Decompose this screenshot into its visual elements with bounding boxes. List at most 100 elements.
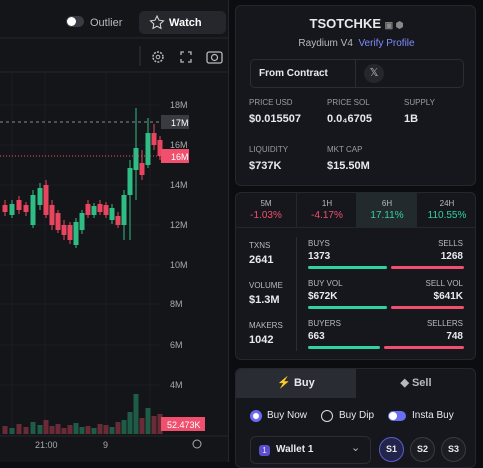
buy-tab-label: Buy — [293, 377, 315, 389]
volume-bar — [97, 424, 103, 434]
buy-label: BUYERS — [308, 319, 341, 328]
candle-body — [133, 148, 139, 170]
y-axis-label: 10M — [170, 260, 188, 270]
sell-tab-label: Sell — [411, 377, 432, 389]
volume-bar — [55, 424, 61, 434]
auto-scale-icon[interactable] — [192, 439, 202, 449]
volume-bar — [67, 425, 73, 434]
candle-body — [103, 205, 109, 215]
copy-icon[interactable]: ▣ ⬢ — [384, 20, 404, 30]
total-value: 1042 — [249, 334, 274, 346]
timeframe-tab[interactable]: 6H 17.11% — [356, 193, 416, 227]
y-axis-label: 6M — [170, 340, 183, 350]
candle-body — [55, 213, 61, 230]
volume-bar — [115, 422, 121, 434]
candle-body — [85, 204, 91, 215]
stat-label: PRICE SOL — [327, 98, 370, 107]
candle-body — [121, 195, 127, 225]
y-axis-label: 14M — [170, 180, 188, 190]
slot-button[interactable]: S3 — [441, 437, 466, 462]
buy-value: 663 — [308, 331, 325, 342]
buy-dip-radio[interactable] — [321, 410, 333, 422]
x-axis-label: 9 — [103, 440, 108, 450]
y-axis-label: 18M — [170, 100, 188, 110]
chart-panel: Outlier Watch 18M 16M 14M 12M 10M 8M 6M 4M 17M … — [0, 0, 229, 462]
buy-value: $672K — [308, 291, 338, 302]
fullscreen-icon[interactable] — [180, 51, 192, 63]
volume-bar — [157, 414, 163, 434]
candle-body — [23, 205, 29, 212]
timeframe-label: 24H — [439, 199, 455, 208]
contract-box: From Contract 𝕏 — [250, 59, 464, 88]
buy-dip-label: Buy Dip — [339, 410, 375, 421]
candle-body — [151, 133, 157, 145]
y-axis: 18M 16M 14M 12M 10M 8M 6M 4M — [170, 100, 188, 390]
candle-body — [157, 140, 163, 156]
divider — [355, 60, 356, 87]
total-label: TXNS — [249, 241, 271, 250]
total-label: MAKERS — [249, 321, 283, 330]
camera-lens — [210, 53, 219, 62]
buy-now-label: Buy Now — [267, 410, 308, 421]
volume-bar — [9, 428, 15, 434]
last-price-tag — [161, 115, 189, 129]
candle-body — [73, 222, 79, 245]
divider — [296, 237, 297, 351]
candle-body — [30, 195, 36, 225]
buy-tab[interactable]: ⚡ Buy — [236, 369, 356, 398]
timeframe-tab[interactable]: 24H 110.55% — [416, 193, 476, 227]
volume-bar — [43, 420, 49, 434]
current-price-tag-label: 16M — [171, 152, 189, 162]
volume-bar — [145, 408, 151, 434]
timeframe-tab[interactable]: 5M -1.03% — [236, 193, 296, 227]
x-link[interactable]: 𝕏 — [364, 64, 384, 83]
volume-bar — [139, 418, 145, 434]
slot-button[interactable]: S2 — [410, 437, 435, 462]
volume-bar — [16, 424, 22, 434]
verify-link[interactable]: Verify Profile — [358, 38, 415, 49]
timeframe-change: -1.03% — [250, 210, 282, 221]
y-axis-label: 16M — [170, 140, 188, 150]
token-name-text: TSOTCHKE — [309, 16, 382, 31]
stat-label: PRICE USD — [249, 98, 293, 107]
sell-value: 1268 — [440, 251, 463, 262]
timeframe-tab[interactable]: 1H -4.17% — [296, 193, 356, 227]
insta-label: Insta Buy — [412, 410, 454, 421]
camera-icon[interactable] — [206, 51, 223, 64]
x-axis-label: 21:00 — [35, 440, 58, 450]
candle-body — [67, 225, 73, 240]
volume-bar — [133, 394, 139, 434]
buy-now-radio[interactable] — [250, 410, 262, 422]
settings-icon[interactable] — [152, 51, 164, 63]
stat-value: $15.50M — [327, 160, 370, 172]
sell-label: SELLS — [438, 239, 463, 248]
wallet-select[interactable]: 1 Wallet 1 ⌄ — [250, 436, 371, 464]
slot-button[interactable]: S1 — [379, 437, 404, 462]
insta-toggle[interactable] — [388, 411, 406, 421]
y-axis-label: 8M — [170, 299, 183, 309]
candle-body — [9, 204, 15, 215]
volume-bar — [103, 425, 109, 434]
volume-bar — [61, 428, 67, 434]
candle-body — [115, 216, 121, 225]
candle-body — [16, 200, 22, 210]
contract-button[interactable]: From Contract — [259, 68, 328, 79]
stat-value: 0.0₄6705 — [327, 113, 373, 125]
stat-value: $0.015507 — [249, 113, 301, 125]
candle-body — [49, 205, 55, 225]
divider — [236, 227, 475, 228]
volume-bar — [85, 426, 91, 434]
dex: Raydium V4 — [298, 38, 353, 49]
total-label: VOLUME — [249, 281, 283, 290]
wallet-name: Wallet 1 — [276, 444, 314, 455]
stat-label: LIQUIDITY — [249, 145, 289, 154]
outlier-label: Outlier — [90, 17, 123, 29]
sell-tab[interactable]: ◆ Sell — [400, 377, 432, 389]
wallet-badge: 1 — [259, 445, 270, 456]
volume-bar — [49, 426, 55, 434]
candle-body — [79, 213, 85, 230]
candle-body — [37, 188, 43, 205]
volume-bar — [151, 416, 157, 434]
